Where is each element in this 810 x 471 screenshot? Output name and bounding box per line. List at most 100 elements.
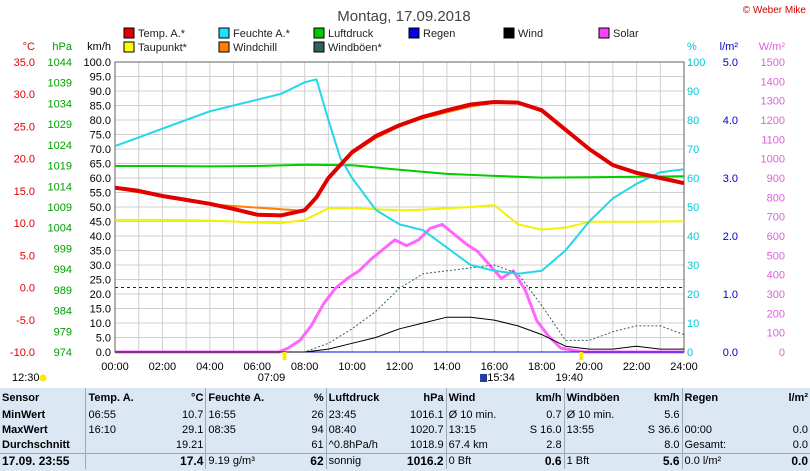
x-axis-tick: 08:00 (291, 361, 319, 373)
x-axis-tick: 10:00 (338, 361, 366, 373)
max-wind-value: S 16.0 (506, 423, 564, 438)
wind-axis-tick: 50.0 (90, 202, 111, 214)
avg-rain-label: Gesamt: (681, 438, 742, 454)
humidity-axis-tick: 0 (687, 347, 693, 359)
legend-label: Taupunkt* (138, 42, 188, 54)
current-rain-value: 0.0 (741, 453, 810, 469)
min-label: MinWert (2, 409, 46, 421)
current-gust-bft: 1 Bft (563, 453, 625, 469)
chart-title: Montag, 17.09.2018 (337, 8, 470, 25)
legend-swatch (123, 27, 135, 39)
wind-axis-tick: 80.0 (90, 115, 111, 127)
wind-axis-tick: 40.0 (90, 231, 111, 243)
humidity-axis-tick: 40 (687, 231, 699, 243)
legend-label: Temp. A.* (138, 28, 186, 40)
stats-max-row: MaxWert 16:10 29.1 08:35 94 08:40 1020.7… (0, 423, 810, 438)
solar-axis-tick: 1000 (761, 154, 785, 166)
rain-axis-tick: 2.0 (723, 231, 738, 243)
solar-axis-tick: 1300 (761, 96, 785, 108)
wind-axis-tick: 65.0 (90, 159, 111, 171)
hdr-temp-unit: °C (191, 391, 204, 404)
temp-axis-tick: -5.0 (16, 315, 35, 327)
avg-hum-value: 61 (311, 439, 324, 451)
pressure-axis-tick: 1044 (48, 57, 72, 69)
temp-axis-tick: 15.0 (14, 186, 35, 198)
avg-gust-time (563, 438, 625, 454)
max-rain-time: 00:00 (681, 423, 742, 438)
hdr-gust-unit: km/h (653, 391, 680, 404)
grid (114, 61, 685, 353)
legend-swatch (123, 41, 135, 53)
event-markers: 12:30 07:09 19:40 15:34 (12, 352, 584, 384)
x-axis-tick: 06:00 (243, 361, 271, 373)
midday-marker (480, 374, 488, 382)
stats-current-row: 17.09. 23:55 17.4 9.19 g/m³ 62 sonnig 10… (0, 453, 810, 469)
pressure-axis-tick: 994 (54, 264, 72, 276)
max-wind-time: 13:15 (445, 423, 507, 438)
avg-press-value: 1018.9 (409, 439, 444, 451)
temp-axis-tick: 35.0 (14, 57, 35, 69)
copyright: © Weber Mike (743, 5, 807, 16)
current-wind-bft: 0 Bft (445, 453, 507, 469)
current-weather: sonnig (325, 453, 387, 469)
legend-swatch (313, 41, 325, 53)
wind-axis-tick: 45.0 (90, 217, 111, 229)
rain-axis-unit: l/m² (720, 41, 739, 53)
max-temp-value: 29.1 (181, 424, 204, 436)
legend-label: Wind (518, 28, 543, 40)
max-gust-dir: S (647, 424, 656, 436)
avg-hum-time (205, 438, 267, 454)
avg-gust-value: 8.0 (664, 439, 680, 451)
legend-label: Solar (613, 28, 639, 40)
pressure-axis-tick: 974 (54, 347, 72, 359)
axes: °C 35.0 30.0 25.0 20.0 15.0 10.0 5.0 0.0 -5.0 -10.… (10, 41, 785, 373)
wind-axis-tick: 20.0 (90, 289, 111, 301)
x-axis-tick: 20:00 (575, 361, 603, 373)
x-axis-tick: 12:00 (386, 361, 414, 373)
max-gust-num: 36.6 (658, 424, 680, 436)
weather-chart: Montag, 17.09.2018 © Weber Mike Temp. A.… (10, 5, 807, 384)
humidity-axis-unit: % (687, 41, 697, 53)
current-rain-text: 0.0 l/m² (681, 453, 742, 469)
min-rain-value (742, 408, 810, 423)
max-gust-time: 13:55 (563, 423, 625, 438)
temp-axis-tick: 30.0 (14, 89, 35, 101)
wind-axis-tick: 25.0 (90, 275, 111, 287)
pressure-axis-tick: 1024 (48, 140, 72, 152)
max-temp-time: 16:10 (85, 423, 140, 438)
avg-label: Durchschnitt (2, 439, 70, 451)
wind-axis-tick: 60.0 (90, 173, 111, 185)
wind-axis-tick: 0.0 (96, 347, 111, 359)
statistics-panel: Sensor Temp. A. °C Feuchte A. % Luftdruc… (0, 388, 810, 471)
humidity-axis-tick: 100 (687, 57, 705, 69)
min-rain-time (681, 408, 742, 423)
stats-header-row: Sensor Temp. A. °C Feuchte A. % Luftdruc… (0, 388, 810, 408)
sunrise-marker (282, 352, 287, 360)
rain-axis-tick: 4.0 (723, 115, 738, 127)
humidity-axis-tick: 70 (687, 144, 699, 156)
legend-swatch (218, 41, 230, 53)
hdr-wind: Wind (445, 388, 507, 408)
solar-axis-tick: 300 (767, 289, 785, 301)
wind-axis-tick: 95.0 (90, 72, 111, 84)
rain-axis-tick: 0.0 (723, 347, 738, 359)
x-axis-tick: 22:00 (623, 361, 651, 373)
wind-axis-tick: 70.0 (90, 144, 111, 156)
pressure-axis-tick: 989 (54, 285, 72, 297)
current-label: 17.09. 23:55 (0, 453, 86, 469)
rain-axis-tick: 3.0 (723, 173, 738, 185)
current-gust-value: 5.6 (624, 453, 683, 469)
min-gust-time: Ø 10 min. (563, 408, 625, 423)
min-press-value: 1016.1 (409, 409, 444, 421)
pressure-axis-tick: 1029 (48, 119, 72, 131)
current-temp-value: 17.4 (139, 453, 206, 469)
legend-label: Windchill (233, 42, 277, 54)
solar-axis-tick: 100 (767, 328, 785, 340)
series-taupunkt (115, 204, 685, 231)
wind-axis-unit: km/h (87, 41, 111, 53)
hdr-rain: Regen (681, 388, 742, 408)
hdr-wind-unit: km/h (535, 391, 562, 404)
max-label: MaxWert (2, 424, 48, 436)
humidity-axis-tick: 30 (687, 260, 699, 272)
hdr-rain-unit: l/m² (788, 391, 808, 404)
